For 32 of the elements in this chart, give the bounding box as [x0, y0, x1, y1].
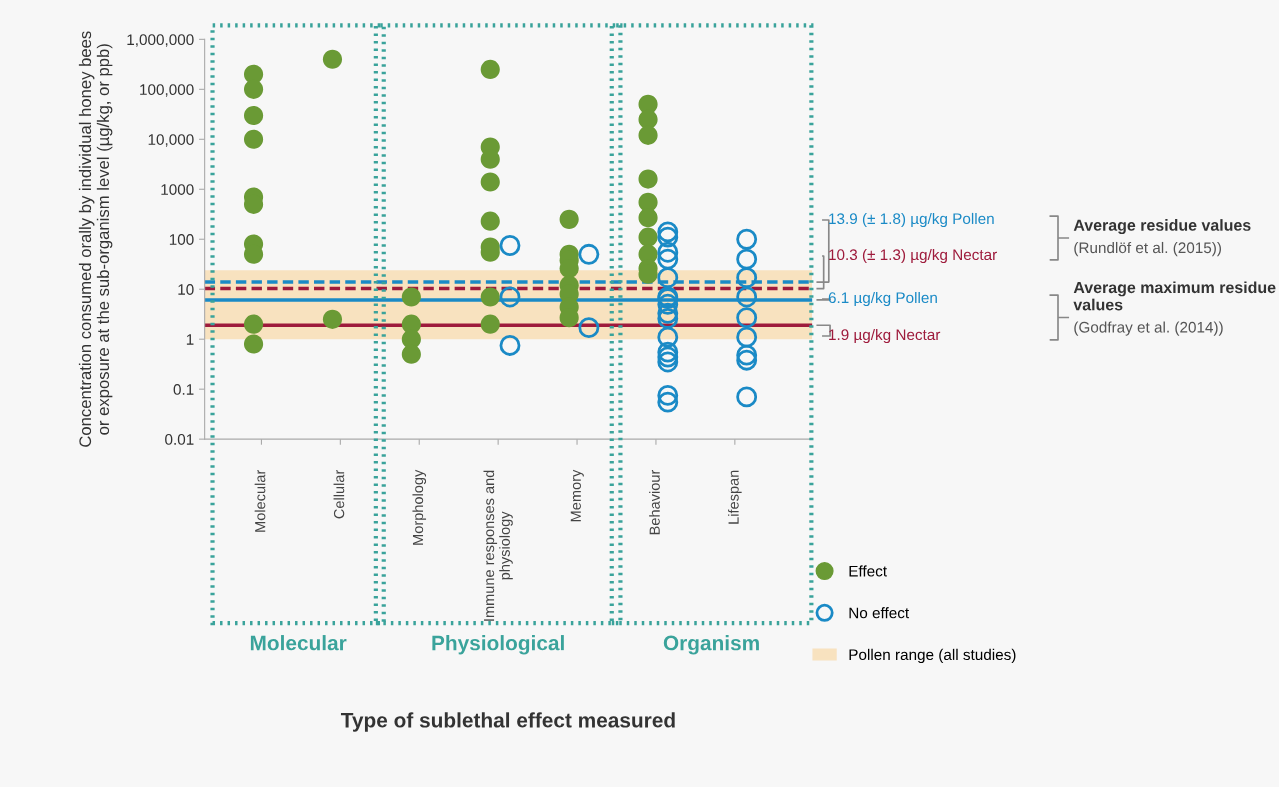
text: Organism: [663, 635, 759, 655]
text: (Rundlöf et al. (2015)): [1074, 241, 1222, 257]
ref-line-label: 6.1 µg/kg Pollen: [828, 291, 937, 307]
x-tick-label: Memory: [570, 469, 584, 522]
y-tick-label: 1,000,000: [127, 34, 194, 47]
text: Average maximum residue values: [1073, 281, 1276, 311]
y-tick-label: 1: [186, 334, 194, 345]
x-tick-label: Immune responses and physiology: [483, 470, 513, 621]
x-tick-label: Cellular: [333, 469, 345, 519]
x-tick-label: Morphology: [412, 469, 427, 545]
y-tick-label: 100: [169, 234, 194, 245]
ref-line-label: 1.9 µg/kg Nectar: [829, 328, 941, 344]
y-tick-label: 0.01: [165, 434, 194, 445]
text: (Godfray et al. (2014)): [1074, 321, 1223, 336]
ref-line-label: 10.3 (± 1.3) µg/kg Nectar: [829, 248, 997, 264]
x-tick-label: Lifespan: [728, 470, 742, 524]
y-tick-label: 10: [178, 284, 194, 295]
x-tick-label: Molecular: [254, 469, 266, 532]
legend-label: Pollen range (all studies): [849, 648, 1016, 664]
y-tick-label: 1000: [161, 184, 194, 195]
y-tick-label: 100,000: [140, 84, 194, 97]
text: Molecular: [250, 635, 347, 651]
ref-line-label: 13.9 (± 1.8) µg/kg Pollen: [829, 212, 994, 228]
legend-label: No effect: [849, 607, 910, 619]
y-axis-title: Concentration consumed orally by individual honey bees or exposure at the sub-organism level (µg/kg, or ppb): [78, 31, 113, 447]
x-axis-title: Type of sublethal effect measured: [340, 712, 675, 732]
text: Physiological: [432, 635, 564, 655]
x-tick-label: Behaviour: [649, 469, 660, 535]
y-tick-label: 10,000: [148, 134, 194, 147]
y-tick-label: 0.1: [173, 384, 194, 395]
text: Average residue values: [1073, 219, 1251, 235]
legend-label: Effect: [849, 565, 887, 577]
